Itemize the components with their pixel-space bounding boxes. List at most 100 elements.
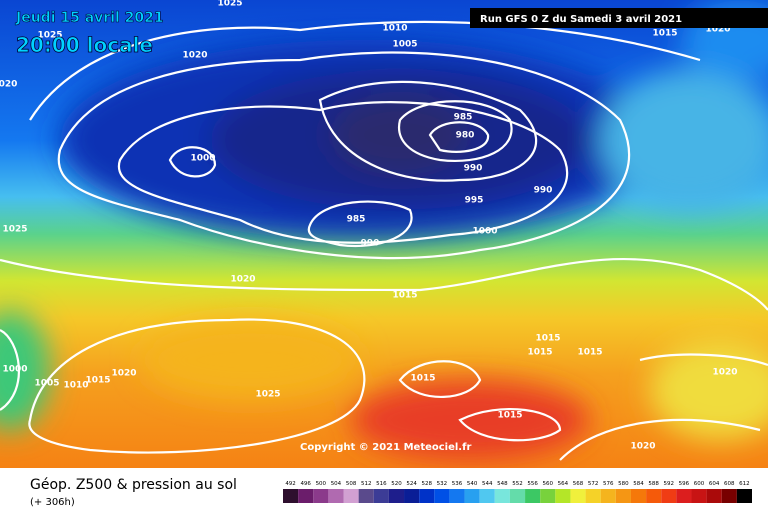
scale-label: 496 [300,481,311,487]
run-info: Run GFS 0 Z du Samedi 3 avril 2021 [480,14,682,25]
scale-swatch [494,489,510,503]
scale-swatch [691,489,707,503]
scale-label: 568 [573,481,584,487]
scale-label: 576 [603,481,614,487]
pressure-label: 020 [0,80,17,90]
scale-swatch [298,489,314,503]
scale-swatch [449,489,465,503]
scale-swatch [283,489,299,503]
scale-swatch [434,489,450,503]
pressure-label: 1010 [63,381,88,391]
pressure-label: 990 [534,186,553,196]
scale-label: 588 [648,481,659,487]
scale-label: 560 [543,481,554,487]
pressure-label: 1005 [392,40,417,50]
scale-swatch [721,489,737,503]
scale-label: 512 [361,481,372,487]
pressure-label: 985 [454,113,473,123]
pressure-label: 1025 [255,390,280,400]
scale-swatch [555,489,571,503]
pressure-label: 1025 [2,225,27,235]
scale-swatch [373,489,389,503]
pressure-label: 1015 [652,29,677,39]
scale-label: 544 [482,481,493,487]
scale-swatch [313,489,329,503]
scale-label: 580 [618,481,629,487]
scale-swatch [646,489,662,503]
color-scale: 492 496 500 504 508 512 516 520 524 528 532 536 540 5… [283,481,752,503]
pressure-label: 1015 [410,374,435,384]
map-area: 1025 1010 1005 1020 1025 020 1000 985 980 990 995 9… [0,0,768,468]
scale-swatch [706,489,722,503]
scale-label: 508 [346,481,357,487]
scale-label: 528 [421,481,432,487]
pressure-label: 1015 [392,291,417,301]
pressure-label: 1020 [111,369,136,379]
isobars [0,20,768,461]
scale-swatch [615,489,631,503]
scale-swatch [343,489,359,503]
scale-swatch [419,489,435,503]
scale-label: 536 [452,481,463,487]
scale-label: 564 [558,481,569,487]
pressure-label: 1000 [2,365,27,375]
scale-label: 500 [316,481,327,487]
pressure-labels: 1025 1010 1005 1020 1025 020 1000 985 980 990 995 9… [0,0,738,452]
scale-swatch [736,489,752,503]
pressure-label: 1015 [535,334,560,344]
pressure-label: 1010 [382,24,407,34]
scale-label: 516 [376,481,387,487]
field-blobs [0,0,768,460]
product-title: Géop. Z500 & pression au sol [30,477,237,493]
scale-label: 612 [739,481,750,487]
scale-label: 572 [588,481,599,487]
scale-label: 604 [709,481,720,487]
scale-swatch [464,489,480,503]
pressure-label: 995 [465,196,484,206]
pressure-label: 1020 [705,25,730,35]
scale-label: 600 [694,481,705,487]
pressure-label: 1020 [182,51,207,61]
scale-label: 552 [512,481,523,487]
scale-swatch [600,489,616,503]
pressure-label: 1000 [472,227,497,237]
scale-swatch [661,489,677,503]
scale-swatch [570,489,586,503]
scale-swatch [585,489,601,503]
scale-swatch [630,489,647,503]
scale-swatch [479,489,495,503]
pressure-label: 1025 [217,0,242,9]
pressure-label: 1025 [37,31,62,41]
pressure-label: 990 [361,239,380,249]
pressure-label: 1000 [190,154,215,164]
lead-time: (+ 306h) [30,497,75,508]
pressure-label: 980 [456,131,475,141]
scale-swatch [676,489,692,503]
scale-label: 524 [406,481,417,487]
scale-swatch [388,489,405,503]
scale-swatch [358,489,374,503]
scale-label: 532 [437,481,448,487]
scale-swatch [525,489,541,503]
scale-swatch [328,489,344,503]
pressure-label: 1005 [34,379,59,389]
copyright: Copyright © 2021 Meteociel.fr [300,442,471,453]
pressure-label: 1020 [230,275,255,285]
scale-label: 540 [467,481,478,487]
pressure-label: 1020 [712,368,737,378]
pressure-label: 985 [347,215,366,225]
scale-label: 520 [391,481,402,487]
scale-label: 584 [633,481,644,487]
scale-label: 556 [527,481,538,487]
pressure-label: 990 [464,164,483,174]
scale-swatch [404,489,420,503]
scale-label: 504 [331,481,342,487]
scale-swatch [509,489,526,503]
scale-label: 596 [679,481,690,487]
local-time: 20:00 locale [16,33,153,57]
scale-swatch [540,489,556,503]
scale-label: 548 [497,481,508,487]
valid-date: Jeudi 15 avril 2021 [15,10,164,26]
pressure-label: 1015 [527,348,552,358]
